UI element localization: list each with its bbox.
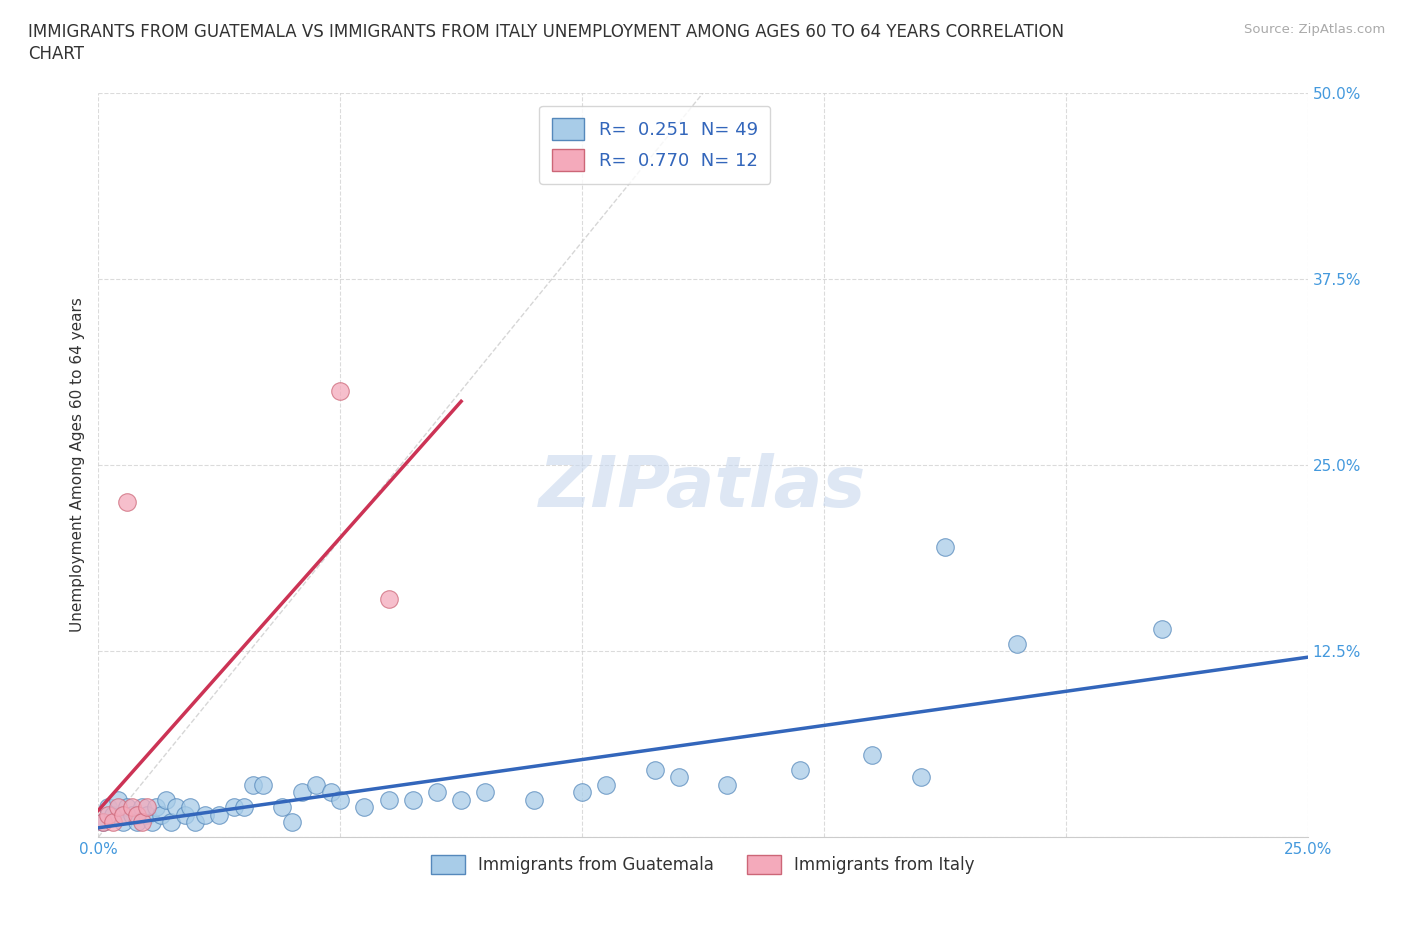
Point (716, 777, 738, 792)
Point (377, 591, 399, 606)
Point (179, 800, 201, 815)
Point (101, 807, 124, 822)
Point (165, 800, 187, 815)
Point (242, 777, 264, 792)
Point (174, 807, 197, 822)
Point (402, 792, 425, 807)
Point (222, 800, 245, 815)
Point (910, 770, 932, 785)
Point (1007, 636, 1029, 651)
Point (353, 800, 375, 815)
Point (121, 807, 143, 822)
Point (194, 807, 217, 822)
Point (252, 777, 274, 792)
Point (141, 815, 163, 830)
Point (111, 807, 134, 822)
Point (184, 815, 207, 830)
Point (644, 763, 666, 777)
Point (271, 800, 294, 815)
Point (121, 800, 143, 815)
Point (450, 792, 472, 807)
Point (97, 800, 120, 815)
Point (377, 792, 399, 807)
Point (101, 815, 124, 830)
Text: CHART: CHART (28, 45, 84, 62)
Text: Source: ZipAtlas.com: Source: ZipAtlas.com (1244, 23, 1385, 36)
Text: IMMIGRANTS FROM GUATEMALA VS IMMIGRANTS FROM ITALY UNEMPLOYMENT AMONG AGES 60 TO: IMMIGRANTS FROM GUATEMALA VS IMMIGRANTS … (28, 23, 1064, 41)
Point (127, 807, 149, 822)
Point (329, 383, 352, 398)
Point (135, 800, 157, 815)
Point (117, 800, 139, 815)
Point (523, 792, 546, 807)
Point (107, 800, 129, 815)
Point (668, 770, 690, 785)
Point (595, 777, 617, 792)
Legend: Immigrants from Guatemala, Immigrants from Italy: Immigrants from Guatemala, Immigrants fr… (425, 849, 981, 881)
Point (150, 807, 173, 822)
Point (281, 815, 304, 830)
Point (131, 800, 153, 815)
Point (107, 792, 129, 807)
Point (127, 815, 149, 830)
Point (319, 785, 342, 800)
Point (117, 495, 139, 510)
Point (97, 807, 120, 822)
Point (290, 785, 312, 800)
Point (160, 815, 183, 830)
Point (789, 763, 811, 777)
Point (208, 807, 231, 822)
Point (111, 815, 134, 830)
Point (474, 785, 496, 800)
Point (571, 785, 593, 800)
Y-axis label: Unemployment Among Ages 60 to 64 years: Unemployment Among Ages 60 to 64 years (69, 298, 84, 632)
Point (329, 792, 352, 807)
Point (131, 815, 153, 830)
Point (91, 815, 114, 830)
Point (305, 777, 328, 792)
Point (860, 748, 883, 763)
Point (1152, 621, 1174, 636)
Point (135, 807, 157, 822)
Point (145, 800, 167, 815)
Point (426, 785, 449, 800)
Point (155, 792, 177, 807)
Point (232, 800, 254, 815)
Point (91, 815, 114, 830)
Point (934, 539, 956, 554)
Text: ZIPatlas: ZIPatlas (540, 453, 866, 522)
